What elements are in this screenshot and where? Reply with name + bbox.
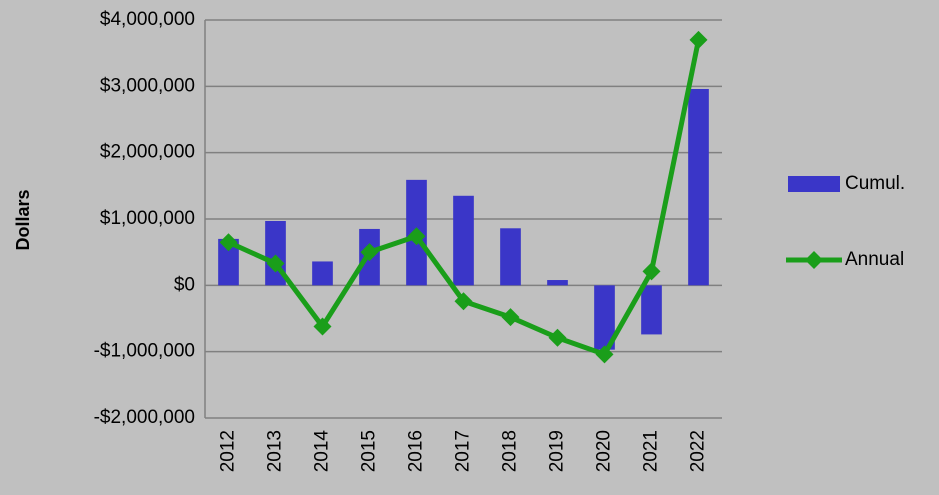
- x-tick-label: 2018: [500, 430, 521, 472]
- legend-label: Annual: [845, 249, 904, 270]
- marker: [407, 227, 426, 246]
- y-tick-label: $3,000,000: [100, 75, 195, 96]
- legend-marker: [805, 251, 823, 269]
- y-tick-label: -$1,000,000: [94, 341, 195, 362]
- y-tick-label: $0: [174, 274, 195, 295]
- marker: [313, 317, 332, 336]
- legend-label: Cumul.: [845, 173, 905, 194]
- bar: [500, 228, 521, 286]
- marker: [454, 292, 473, 311]
- y-axis-label: Dollars: [13, 189, 33, 250]
- bar: [594, 285, 615, 350]
- x-tick-label: 2015: [359, 430, 380, 472]
- bar: [641, 285, 662, 335]
- bar: [218, 238, 239, 286]
- x-tick-label: 2014: [312, 430, 333, 473]
- marker: [360, 243, 379, 262]
- x-tick-label: 2013: [265, 430, 286, 472]
- x-tick-label: 2019: [547, 430, 568, 472]
- bar: [688, 88, 709, 286]
- y-tick-label: $1,000,000: [100, 208, 195, 229]
- x-tick-label: 2020: [594, 430, 615, 472]
- y-tick-label: -$2,000,000: [94, 407, 195, 428]
- bar: [453, 195, 474, 286]
- bar: [312, 261, 333, 286]
- x-tick-label: 2022: [688, 430, 709, 472]
- marker: [266, 254, 285, 273]
- bar: [547, 280, 568, 286]
- marker: [595, 345, 614, 364]
- legend-swatch: [788, 176, 840, 192]
- marker: [548, 328, 567, 347]
- marker: [501, 308, 520, 327]
- y-tick-label: $2,000,000: [100, 142, 195, 163]
- y-tick-label: $4,000,000: [100, 9, 195, 30]
- x-tick-label: 2016: [406, 430, 427, 472]
- marker: [689, 30, 708, 49]
- x-tick-label: 2021: [641, 430, 662, 472]
- marker: [219, 233, 238, 252]
- marker: [642, 262, 661, 281]
- x-tick-label: 2017: [453, 430, 474, 472]
- x-tick-label: 2012: [218, 430, 239, 472]
